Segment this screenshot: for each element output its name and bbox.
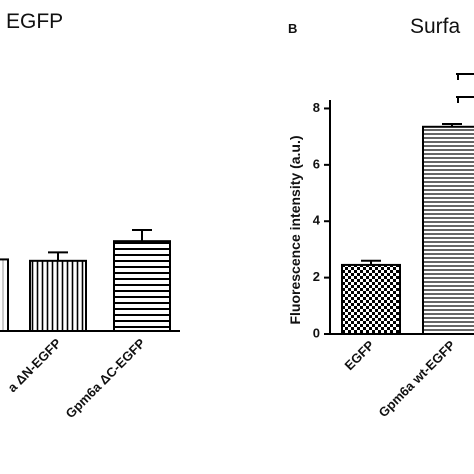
bar xyxy=(0,258,9,332)
x-tick-label: EGFP xyxy=(341,337,377,373)
y-axis-label: Fluorescence intensity (a.u.) xyxy=(287,135,303,324)
bar xyxy=(29,259,87,332)
x-tick-label: Gpm6a wt-EGFP xyxy=(375,337,458,420)
x-tick-label: a ΔN-EGFP xyxy=(5,335,65,395)
bar xyxy=(422,125,474,336)
y-tick-label: 4 xyxy=(313,213,321,228)
y-tick-label: 2 xyxy=(313,269,320,284)
bar xyxy=(113,240,171,332)
y-tick-label: 6 xyxy=(313,156,320,171)
error-bar xyxy=(442,122,462,127)
bar xyxy=(341,263,401,335)
error-bar xyxy=(361,259,381,265)
panel-label: B xyxy=(288,21,297,36)
significance-brackets xyxy=(456,73,474,103)
y-tick-label: 0 xyxy=(313,325,320,340)
panel-b-title: Surfa xyxy=(410,15,461,38)
error-bar xyxy=(132,228,152,242)
y-tick-label: 8 xyxy=(313,100,320,115)
panel-a-title: EGFP xyxy=(6,10,63,33)
error-bar xyxy=(48,251,68,261)
x-tick-label: Gpm6a ΔC-EGFP xyxy=(62,335,148,421)
